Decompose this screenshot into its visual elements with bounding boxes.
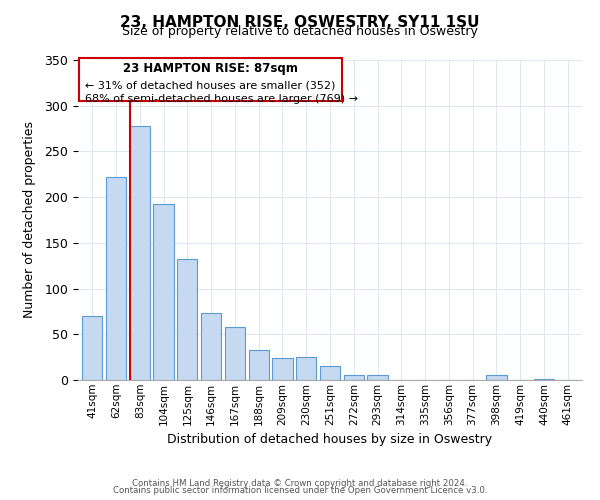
Text: 68% of semi-detached houses are larger (769) →: 68% of semi-detached houses are larger (… xyxy=(85,94,358,104)
Bar xyxy=(154,204,173,380)
Bar xyxy=(367,374,388,380)
Bar xyxy=(248,350,269,380)
Bar xyxy=(320,366,340,380)
Bar xyxy=(82,316,103,380)
Bar xyxy=(272,358,293,380)
Bar xyxy=(106,177,126,380)
Text: ← 31% of detached houses are smaller (352): ← 31% of detached houses are smaller (35… xyxy=(85,80,335,90)
Y-axis label: Number of detached properties: Number of detached properties xyxy=(23,122,36,318)
Bar xyxy=(296,357,316,380)
Bar xyxy=(534,379,554,380)
Text: Contains HM Land Registry data © Crown copyright and database right 2024.: Contains HM Land Registry data © Crown c… xyxy=(132,478,468,488)
Bar xyxy=(344,376,364,380)
X-axis label: Distribution of detached houses by size in Oswestry: Distribution of detached houses by size … xyxy=(167,433,493,446)
Text: Contains public sector information licensed under the Open Government Licence v3: Contains public sector information licen… xyxy=(113,486,487,495)
Text: 23, HAMPTON RISE, OSWESTRY, SY11 1SU: 23, HAMPTON RISE, OSWESTRY, SY11 1SU xyxy=(120,15,480,30)
Bar xyxy=(487,374,506,380)
Text: Size of property relative to detached houses in Oswestry: Size of property relative to detached ho… xyxy=(122,25,478,38)
Bar xyxy=(177,260,197,380)
Text: 23 HAMPTON RISE: 87sqm: 23 HAMPTON RISE: 87sqm xyxy=(123,62,298,75)
Bar xyxy=(201,314,221,380)
Bar xyxy=(130,126,150,380)
Bar xyxy=(225,327,245,380)
